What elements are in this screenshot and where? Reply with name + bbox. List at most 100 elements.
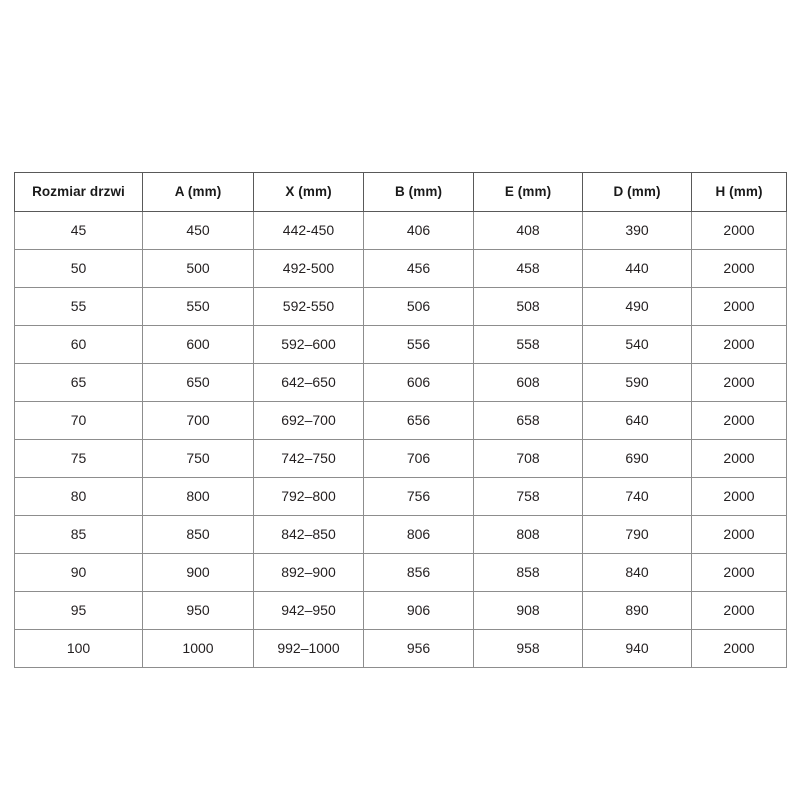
cell-e: 658 <box>473 401 583 440</box>
cell-e: 508 <box>473 287 583 326</box>
cell-d: 490 <box>582 287 692 326</box>
cell-h: 2000 <box>691 439 787 478</box>
cell-h: 2000 <box>691 401 787 440</box>
cell-a: 600 <box>142 325 254 364</box>
cell-e: 558 <box>473 325 583 364</box>
cell-h: 2000 <box>691 515 787 554</box>
cell-b: 756 <box>363 477 474 516</box>
cell-a: 1000 <box>142 629 254 668</box>
cell-x: 642–650 <box>253 363 364 402</box>
cell-door-size: 65 <box>14 363 143 402</box>
cell-x: 942–950 <box>253 591 364 630</box>
cell-x: 692–700 <box>253 401 364 440</box>
cell-a: 450 <box>142 211 254 250</box>
cell-x: 842–850 <box>253 515 364 554</box>
cell-b: 656 <box>363 401 474 440</box>
column-header-b-mm: B (mm) <box>363 172 474 212</box>
cell-e: 858 <box>473 553 583 592</box>
cell-door-size: 85 <box>14 515 143 554</box>
table-row: 75 750 742–750 706 708 690 2000 <box>14 439 787 478</box>
table-row: 60 600 592–600 556 558 540 2000 <box>14 325 787 364</box>
table-body: 45 450 442-450 406 408 390 2000 50 500 4… <box>14 211 787 668</box>
cell-x: 492-500 <box>253 249 364 288</box>
cell-a: 800 <box>142 477 254 516</box>
table-row: 80 800 792–800 756 758 740 2000 <box>14 477 787 516</box>
table-row: 90 900 892–900 856 858 840 2000 <box>14 553 787 592</box>
cell-d: 790 <box>582 515 692 554</box>
table-row: 55 550 592-550 506 508 490 2000 <box>14 287 787 326</box>
door-size-specification-table-container: Rozmiar drzwi A (mm) X (mm) B (mm) E (mm… <box>14 172 787 668</box>
table-row: 95 950 942–950 906 908 890 2000 <box>14 591 787 630</box>
cell-b: 806 <box>363 515 474 554</box>
cell-x: 892–900 <box>253 553 364 592</box>
cell-door-size: 95 <box>14 591 143 630</box>
cell-d: 940 <box>582 629 692 668</box>
cell-d: 840 <box>582 553 692 592</box>
cell-door-size: 100 <box>14 629 143 668</box>
cell-d: 690 <box>582 439 692 478</box>
cell-e: 708 <box>473 439 583 478</box>
cell-a: 900 <box>142 553 254 592</box>
cell-x: 792–800 <box>253 477 364 516</box>
cell-door-size: 90 <box>14 553 143 592</box>
cell-door-size: 55 <box>14 287 143 326</box>
cell-h: 2000 <box>691 287 787 326</box>
cell-a: 850 <box>142 515 254 554</box>
cell-d: 390 <box>582 211 692 250</box>
cell-door-size: 50 <box>14 249 143 288</box>
cell-h: 2000 <box>691 211 787 250</box>
cell-x: 992–1000 <box>253 629 364 668</box>
door-size-specification-table: Rozmiar drzwi A (mm) X (mm) B (mm) E (mm… <box>14 172 787 668</box>
table-header-row: Rozmiar drzwi A (mm) X (mm) B (mm) E (mm… <box>14 172 787 212</box>
cell-e: 608 <box>473 363 583 402</box>
cell-e: 758 <box>473 477 583 516</box>
table-row: 70 700 692–700 656 658 640 2000 <box>14 401 787 440</box>
cell-d: 590 <box>582 363 692 402</box>
cell-h: 2000 <box>691 325 787 364</box>
column-header-door-size: Rozmiar drzwi <box>14 172 143 212</box>
table-row: 65 650 642–650 606 608 590 2000 <box>14 363 787 402</box>
cell-e: 808 <box>473 515 583 554</box>
cell-b: 956 <box>363 629 474 668</box>
table-row: 85 850 842–850 806 808 790 2000 <box>14 515 787 554</box>
table-row: 100 1000 992–1000 956 958 940 2000 <box>14 629 787 668</box>
cell-b: 506 <box>363 287 474 326</box>
cell-d: 540 <box>582 325 692 364</box>
cell-a: 700 <box>142 401 254 440</box>
cell-h: 2000 <box>691 629 787 668</box>
cell-door-size: 80 <box>14 477 143 516</box>
cell-x: 592-550 <box>253 287 364 326</box>
cell-b: 906 <box>363 591 474 630</box>
cell-d: 640 <box>582 401 692 440</box>
cell-door-size: 70 <box>14 401 143 440</box>
column-header-h-mm: H (mm) <box>691 172 787 212</box>
column-header-e-mm: E (mm) <box>473 172 583 212</box>
cell-b: 556 <box>363 325 474 364</box>
cell-b: 606 <box>363 363 474 402</box>
cell-e: 958 <box>473 629 583 668</box>
table-row: 50 500 492-500 456 458 440 2000 <box>14 249 787 288</box>
column-header-x-mm: X (mm) <box>253 172 364 212</box>
cell-a: 550 <box>142 287 254 326</box>
cell-b: 706 <box>363 439 474 478</box>
cell-x: 742–750 <box>253 439 364 478</box>
cell-b: 456 <box>363 249 474 288</box>
cell-door-size: 60 <box>14 325 143 364</box>
column-header-d-mm: D (mm) <box>582 172 692 212</box>
cell-a: 500 <box>142 249 254 288</box>
cell-a: 950 <box>142 591 254 630</box>
cell-door-size: 45 <box>14 211 143 250</box>
cell-h: 2000 <box>691 591 787 630</box>
cell-x: 592–600 <box>253 325 364 364</box>
cell-door-size: 75 <box>14 439 143 478</box>
cell-a: 650 <box>142 363 254 402</box>
cell-h: 2000 <box>691 553 787 592</box>
cell-h: 2000 <box>691 363 787 402</box>
column-header-a-mm: A (mm) <box>142 172 254 212</box>
table-row: 45 450 442-450 406 408 390 2000 <box>14 211 787 250</box>
cell-d: 890 <box>582 591 692 630</box>
cell-d: 440 <box>582 249 692 288</box>
cell-e: 408 <box>473 211 583 250</box>
table-header: Rozmiar drzwi A (mm) X (mm) B (mm) E (mm… <box>14 172 787 212</box>
